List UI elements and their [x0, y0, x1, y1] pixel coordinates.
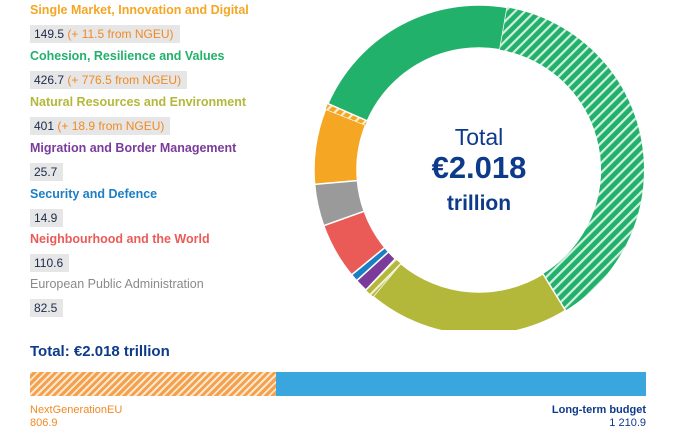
- legend-value-ngeu: (+ 11.5 from NGEU): [67, 27, 174, 41]
- legend-item-security: Security and Defence 14.9: [30, 187, 158, 227]
- budget-split-bar: [30, 372, 646, 396]
- legend-value: 110.6: [30, 254, 70, 272]
- legend-value: 82.5: [30, 299, 64, 317]
- legend-label: Migration and Border Management: [30, 141, 237, 155]
- legend-value-number: 14.9: [34, 211, 58, 225]
- legend-label: Neighbourhood and the World: [30, 232, 210, 246]
- legend-value-number: 426.7: [34, 73, 65, 87]
- bar-label-long-term: Long-term budget 1 210.9: [552, 404, 646, 430]
- bar-segment-long-term: [276, 372, 646, 396]
- donut-hole: [357, 48, 601, 292]
- legend-label: Natural Resources and Environment: [30, 95, 247, 109]
- legend-value-number: 401: [34, 119, 55, 133]
- donut-slice-ngeu-hatch: [365, 258, 401, 297]
- legend-value-ngeu: (+ 18.9 from NGEU): [57, 119, 165, 133]
- bar-label-ngeu: NextGenerationEU 806.9: [30, 404, 122, 430]
- legend-value: 426.7 (+ 776.5 from NGEU): [30, 71, 188, 89]
- donut-center-label-total: Total: [455, 124, 504, 150]
- legend-value-number: 25.7: [34, 165, 58, 179]
- bar-label-long-term-name: Long-term budget: [551, 404, 646, 416]
- legend-item-administration: European Public Administration 82.5: [30, 277, 204, 317]
- budget-donut-chart: Total €2.018 trillion: [313, 4, 644, 330]
- donut-center-label-amount: €2.018: [432, 150, 527, 185]
- legend-item-natural-resources: Natural Resources and Environment 401 (+…: [30, 95, 247, 135]
- legend-value-ngeu: (+ 776.5 from NGEU): [67, 73, 182, 87]
- bar-label-long-term-value: 1 210.9: [609, 417, 646, 429]
- legend-value-number: 149.5: [34, 27, 65, 41]
- bar-label-ngeu-value: 806.9: [30, 417, 58, 429]
- legend-value-number: 82.5: [34, 301, 58, 315]
- donut-slice-ngeu-hatch: [499, 7, 644, 311]
- legend-label: European Public Administration: [30, 277, 204, 291]
- donut-slice-ngeu-hatch: [325, 103, 368, 125]
- legend-item-cohesion: Cohesion, Resilience and Values 426.7 (+…: [30, 49, 225, 89]
- bar-label-ngeu-name: NextGenerationEU: [30, 404, 123, 416]
- legend-value: 14.9: [30, 209, 64, 227]
- legend-item-single-market: Single Market, Innovation and Digital 14…: [30, 3, 249, 43]
- legend-label: Cohesion, Resilience and Values: [30, 49, 225, 63]
- legend-item-migration: Migration and Border Management 25.7: [30, 141, 237, 181]
- legend-value: 149.5 (+ 11.5 from NGEU): [30, 25, 180, 43]
- donut-center-label-unit: trillion: [447, 192, 511, 215]
- legend-value: 25.7: [30, 163, 64, 181]
- legend-label: Security and Defence: [30, 187, 158, 201]
- legend-value: 401 (+ 18.9 from NGEU): [30, 117, 171, 135]
- legend-value-number: 110.6: [34, 256, 64, 270]
- legend-item-neighbourhood: Neighbourhood and the World 110.6: [30, 232, 210, 272]
- total-title: Total: €2.018 trillion: [30, 343, 170, 360]
- bar-segment-ngeu: [30, 372, 277, 396]
- legend-label: Single Market, Innovation and Digital: [30, 3, 249, 17]
